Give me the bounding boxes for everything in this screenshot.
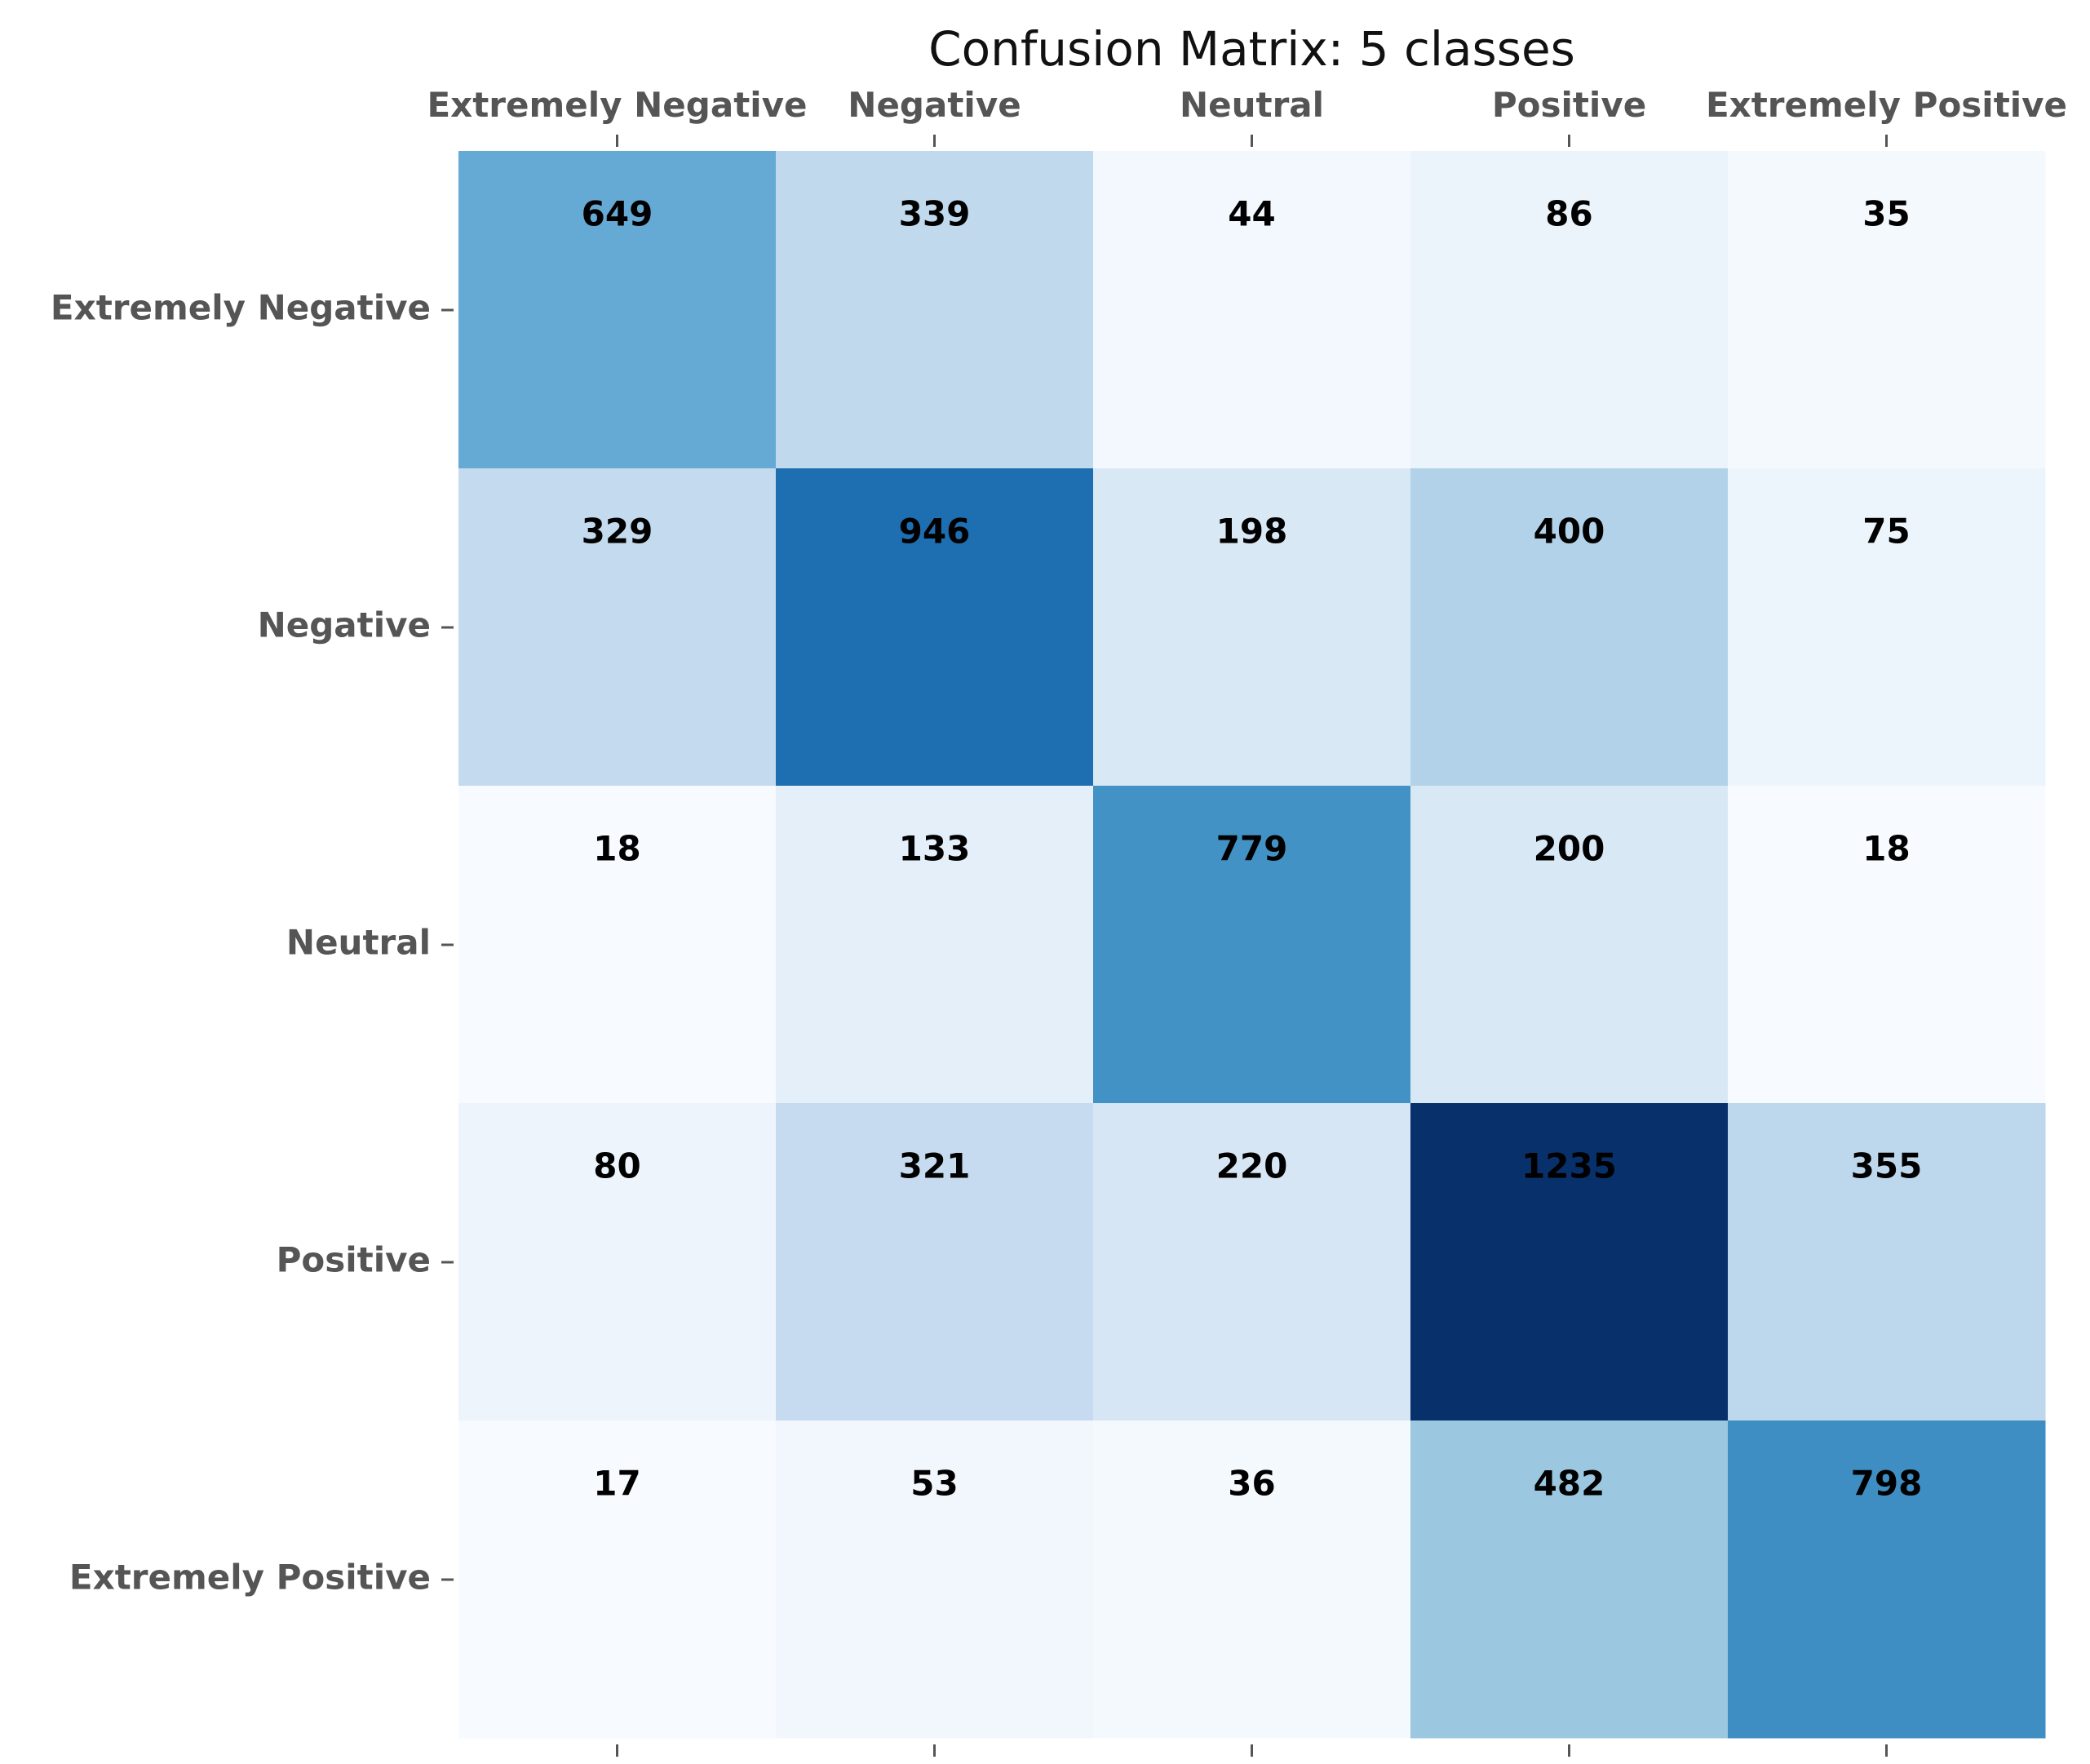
heatmap-cells (458, 151, 2046, 1739)
cell-value-label: 80 (593, 1146, 640, 1186)
heatmap-cell (458, 786, 777, 1104)
heatmap-cell (1410, 786, 1729, 1104)
heatmap-cell (1728, 468, 2046, 787)
y-axis: Extremely Negative Negative Neutral Positiv… (51, 288, 454, 1598)
heatmap-cell (1728, 151, 2046, 469)
y-tick-label: Negative (258, 605, 431, 645)
x-tick-label: Extremely Negative (427, 85, 807, 125)
chart-title: Confusion Matrix: 5 classes (928, 21, 1575, 77)
heatmap-cell (458, 1421, 777, 1739)
heatmap-cell (1093, 1103, 1411, 1421)
cell-value-label: 355 (1851, 1146, 1923, 1186)
heatmap-cell (1093, 1421, 1411, 1739)
heatmap-cell (1410, 1103, 1729, 1421)
heatmap-cell (1093, 468, 1411, 787)
heatmap-cell (776, 468, 1094, 787)
cell-value-label: 1235 (1521, 1146, 1617, 1186)
y-tick-label: Extremely Positive (69, 1558, 431, 1598)
x-tick-label: Extremely Positive (1706, 85, 2067, 125)
cell-value-label: 18 (1862, 829, 1910, 869)
heatmap-cell (458, 1103, 777, 1421)
heatmap-cell (1410, 468, 1729, 787)
heatmap-cell (458, 468, 777, 787)
heatmap-cell (776, 151, 1094, 469)
heatmap-cell (1728, 1421, 2046, 1739)
heatmap-cell (1728, 1103, 2046, 1421)
cell-value-label: 75 (1862, 512, 1910, 552)
cell-value-label: 53 (910, 1464, 958, 1504)
cell-value-label: 220 (1216, 1146, 1288, 1186)
heatmap-cell (1410, 151, 1729, 469)
heatmap-cell (458, 151, 777, 469)
cell-value-label: 321 (899, 1146, 971, 1186)
x-tick-label: Neutral (1180, 85, 1324, 125)
cell-value-label: 44 (1228, 194, 1275, 234)
cell-value-label: 86 (1545, 194, 1592, 234)
cell-value-label: 798 (1851, 1464, 1923, 1504)
heatmap-cell (776, 1103, 1094, 1421)
cell-value-label: 36 (1228, 1464, 1275, 1504)
cell-value-label: 482 (1534, 1464, 1605, 1504)
x-tick-label: Positive (1492, 85, 1646, 125)
cell-value-label: 200 (1534, 829, 1605, 869)
cell-value-labels: 649 339 44 86 35 329 946 198 400 75 18 133 779 200 18 8… (582, 194, 1923, 1504)
cell-value-label: 339 (899, 194, 971, 234)
cell-value-label: 35 (1862, 194, 1910, 234)
cell-value-label: 779 (1216, 829, 1288, 869)
heatmap-cell (1093, 786, 1411, 1104)
heatmap-cell (1410, 1421, 1729, 1739)
x-axis: Extremely Negative Negative Neutral Positiv… (427, 85, 2067, 147)
y-tick-label: Positive (277, 1240, 431, 1280)
cell-value-label: 329 (582, 512, 653, 552)
heatmap-cell (1728, 786, 2046, 1104)
heatmap-cell (776, 786, 1094, 1104)
x-tick-label: Negative (848, 85, 1021, 125)
heatmap-cell (776, 1421, 1094, 1739)
y-tick-label: Extremely Negative (51, 288, 431, 328)
heatmap-cell (1093, 151, 1411, 469)
cell-value-label: 133 (899, 829, 971, 869)
cell-value-label: 17 (593, 1464, 640, 1504)
cell-value-label: 946 (899, 512, 971, 552)
cell-value-label: 18 (593, 829, 640, 869)
x-axis-bottom-ticks (616, 1744, 1888, 1757)
cell-value-label: 400 (1534, 512, 1605, 552)
y-tick-label: Neutral (286, 923, 431, 963)
cell-value-label: 649 (582, 194, 653, 234)
cell-value-label: 198 (1216, 512, 1288, 552)
